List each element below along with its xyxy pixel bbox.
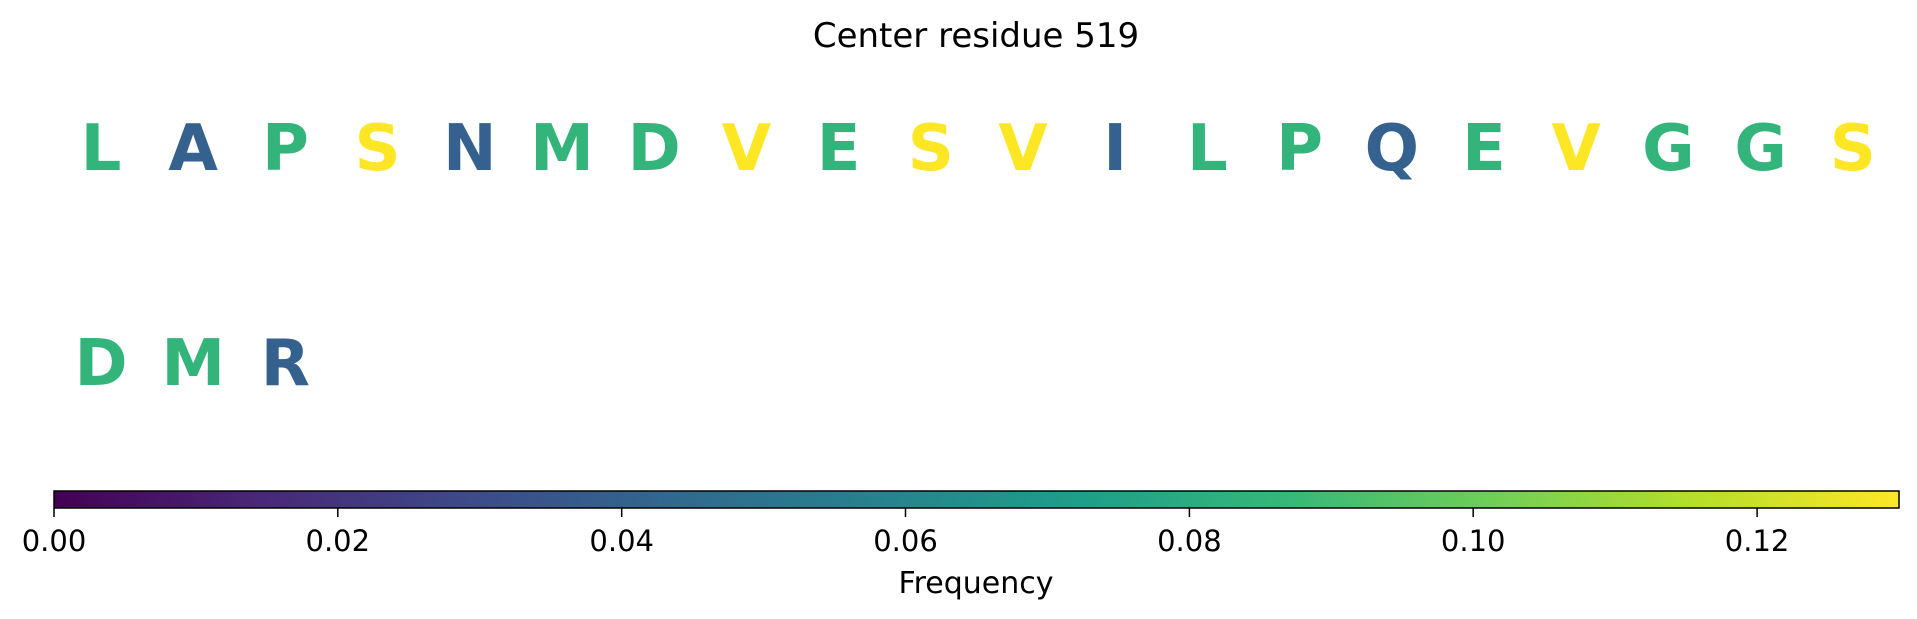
- colorbar-gradient: [54, 491, 1899, 508]
- residue-letter: M: [530, 112, 594, 186]
- residue-letter: Q: [1365, 112, 1419, 186]
- residue-letters: L A P S N M D V E S V I L P Q E V G G SD M R: [74, 112, 1875, 401]
- residue-letter: E: [817, 112, 861, 186]
- residue-letter: R: [261, 327, 310, 401]
- residue-letter: A: [168, 112, 218, 186]
- residue-letter: M: [161, 327, 225, 401]
- residue-letter: E: [1462, 112, 1506, 186]
- residue-letter: S: [1830, 112, 1876, 186]
- residue-letter: G: [1734, 112, 1787, 186]
- residue-letter: L: [81, 112, 122, 186]
- colorbar: 0.00 0.02 0.04 0.06 0.08 0.10 0.12 Frequency: [22, 490, 1900, 601]
- residue-letter: V: [998, 112, 1048, 186]
- residue-letter: S: [355, 112, 401, 186]
- colorbar-tick-label: 0.06: [873, 524, 938, 558]
- colorbar-frame: [53, 490, 1900, 509]
- residue-letter: P: [262, 112, 309, 186]
- residue-letter: L: [1187, 112, 1228, 186]
- colorbar-label: Frequency: [899, 566, 1054, 601]
- colorbar-tick-label: 0.10: [1441, 524, 1506, 558]
- residue-letter: I: [1103, 112, 1127, 186]
- residue-letter: N: [443, 112, 497, 186]
- residue-letter: V: [722, 112, 772, 186]
- colorbar-tick-label: 0.12: [1725, 524, 1790, 558]
- colorbar-tick-label: 0.04: [589, 524, 654, 558]
- residue-letter: S: [908, 112, 954, 186]
- residue-letter: D: [74, 327, 127, 401]
- chart-title: Center residue 519: [813, 16, 1139, 56]
- residue-letter: V: [1551, 112, 1601, 186]
- residue-letter: G: [1642, 112, 1695, 186]
- colorbar-tick-label: 0.02: [306, 524, 371, 558]
- colorbar-ticks: 0.00 0.02 0.04 0.06 0.08 0.10 0.12: [22, 508, 1790, 558]
- residue-letter: P: [1276, 112, 1323, 186]
- colorbar-tick-label: 0.08: [1157, 524, 1222, 558]
- colorbar-tick-label: 0.00: [22, 524, 87, 558]
- residue-letter: D: [628, 112, 681, 186]
